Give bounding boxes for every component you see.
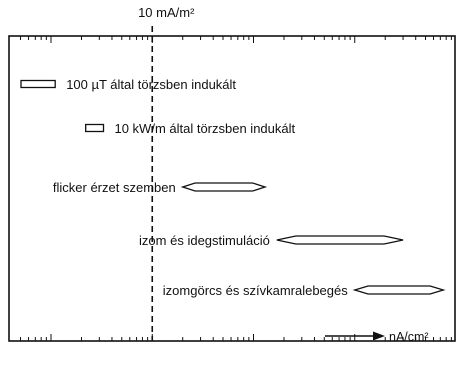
tick-marks [20,36,452,341]
plot-frame [8,35,456,342]
x-tick-label: 10² [42,346,59,348]
range-bar [276,235,404,245]
range-bars [20,79,446,295]
range-bar [85,123,105,133]
range-label: flicker érzet szemben [53,180,176,195]
range-labels: 100 µT által törzsben indukált 10 kW/m ál… [53,77,348,298]
range-label: izom és idegstimuláció [139,233,270,248]
x-tick-label: 10⁴ [244,346,263,348]
range-label: izomgörcs és szívkamralebegés [163,283,348,298]
range-label: 100 µT által törzsben indukált [66,77,236,92]
x-axis-label: nA/cm² [389,330,429,344]
x-tick-label: 10³ [144,346,161,348]
caption-fragment [8,348,308,373]
range-bar [20,79,56,89]
axis-direction-arrowhead [373,331,385,341]
range-bar [352,285,446,295]
x-tick-label: 10⁵ [346,346,364,348]
range-label: 10 kW/m által törzsben indukált [114,121,295,136]
reference-line-label: 10 mA/m² [138,5,195,20]
x-tick-label: 10⁶ [447,346,465,348]
chart: 10² 10³ 10⁴ 10⁵ 10⁶ 10 mA/m² 100 µT által tö… [8,5,465,348]
tick-labels: 10² 10³ 10⁴ 10⁵ 10⁶ [42,346,465,348]
range-bar [180,182,268,192]
